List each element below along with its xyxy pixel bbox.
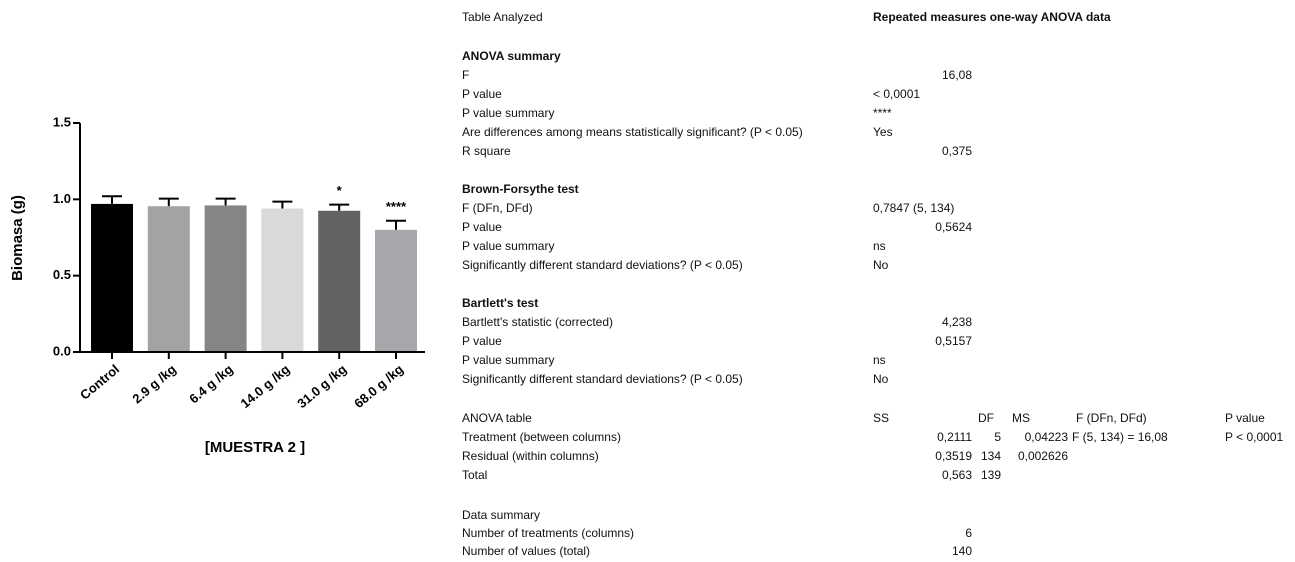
section-title: ANOVA summary: [462, 49, 561, 63]
y-tick-label: 0.5: [53, 267, 71, 282]
bar: [91, 203, 133, 352]
row-label: F: [462, 68, 470, 82]
row-label: Significantly different standard deviati…: [462, 372, 743, 386]
section-title: Brown-Forsythe test: [462, 182, 579, 196]
column-header: ANOVA table: [462, 411, 532, 425]
section-title: Data summary: [462, 508, 541, 522]
table-cell: 5: [994, 430, 1001, 444]
significance-label: *: [337, 183, 343, 198]
row-label: P value: [462, 220, 502, 234]
column-header: F (DFn, DFd): [1076, 411, 1147, 425]
value-cell: 6: [965, 526, 972, 540]
y-tick-label: 0.0: [53, 343, 71, 358]
row-label: P value summary: [462, 353, 555, 367]
value-cell: 0,7847 (5, 134): [873, 201, 955, 215]
table-cell: Total: [462, 468, 488, 482]
column-header: DF: [978, 411, 994, 425]
table-cell: 0,2111: [937, 430, 972, 444]
table-cell: F (5, 134) = 16,08: [1072, 430, 1168, 444]
value-cell: 4,238: [941, 315, 972, 329]
value-cell: 0,375: [941, 144, 972, 158]
value-cell: < 0,0001: [873, 87, 921, 101]
row-label: P value summary: [462, 106, 555, 120]
value-cell: 0,5624: [935, 220, 972, 234]
section-title: Bartlett's test: [462, 296, 539, 310]
header-value: Repeated measures one-way ANOVA data: [873, 10, 1111, 24]
table-cell: Treatment (between columns): [462, 430, 621, 444]
row-label: Number of treatments (columns): [462, 526, 635, 540]
value-cell: No: [873, 258, 889, 272]
value-cell: ns: [873, 239, 886, 253]
table-cell: 0,002626: [1017, 449, 1068, 463]
value-cell: No: [873, 372, 889, 386]
y-axis-label: Biomasa (g): [9, 195, 26, 281]
table-cell: 0,563: [941, 468, 972, 482]
table-cell: 0,3519: [935, 449, 972, 463]
y-tick-label: 1.5: [53, 114, 71, 129]
value-cell: 0,5157: [935, 334, 972, 348]
column-header: P value: [1225, 411, 1265, 425]
bar: [261, 208, 304, 352]
column-header: SS: [873, 411, 890, 425]
row-label: Bartlett's statistic (corrected): [462, 315, 613, 329]
bar: [204, 205, 247, 352]
value-cell: ns: [873, 353, 886, 367]
row-label: R square: [462, 144, 511, 158]
table-cell: Residual (within columns): [462, 449, 599, 463]
row-label: Significantly different standard deviati…: [462, 258, 743, 272]
value-cell: 16,08: [941, 68, 972, 82]
x-axis-label: [MUESTRA 2 ]: [205, 439, 305, 456]
table-cell: 134: [980, 449, 1001, 463]
row-label: P value: [462, 334, 502, 348]
value-cell: Yes: [873, 125, 893, 139]
table-cell: P < 0,0001: [1225, 430, 1284, 444]
bar: [147, 206, 190, 352]
value-cell: ****: [873, 106, 892, 120]
row-label: F (DFn, DFd): [462, 201, 533, 215]
y-tick-label: 1.0: [53, 191, 71, 206]
bar: [375, 229, 417, 352]
row-label: Number of values (total): [462, 544, 591, 558]
value-cell: 140: [951, 544, 972, 558]
row-label: Are differences among means statisticall…: [462, 125, 803, 139]
column-header: MS: [1012, 411, 1030, 425]
table-cell: 139: [980, 468, 1001, 482]
header-label: Table Analyzed: [462, 10, 543, 24]
bar: [318, 210, 361, 352]
row-label: P value: [462, 87, 502, 101]
table-cell: 0,04223: [1024, 430, 1068, 444]
significance-label: ****: [386, 199, 407, 214]
row-label: P value summary: [462, 239, 555, 253]
